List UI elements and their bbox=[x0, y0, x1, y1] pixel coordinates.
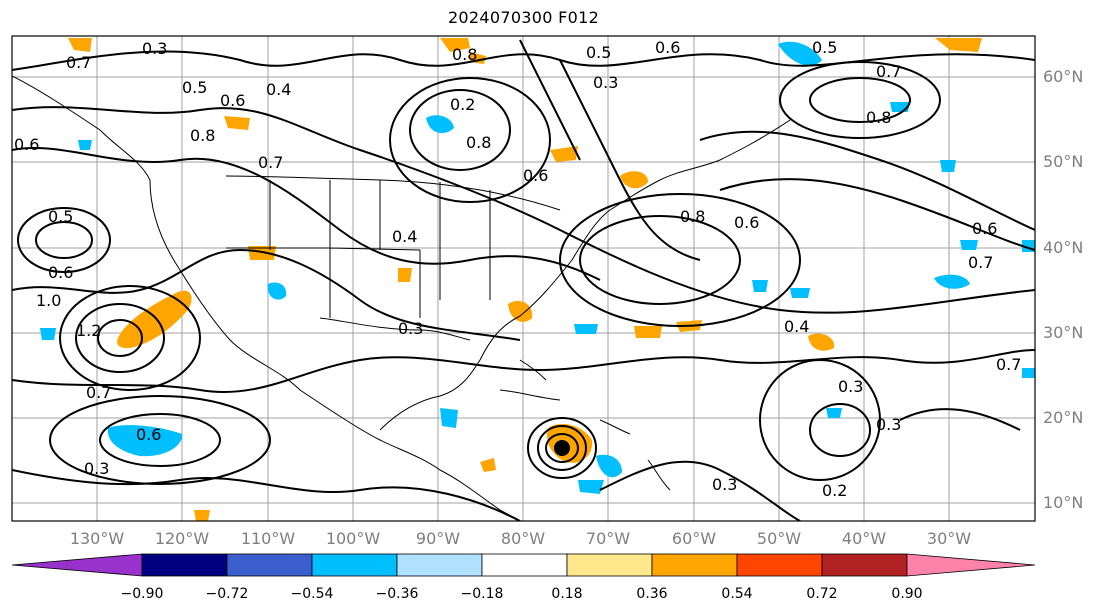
contour-label: 0.4 bbox=[266, 80, 291, 99]
longitude-label: 100°W bbox=[325, 529, 381, 548]
contour-label: 0.3 bbox=[876, 415, 901, 434]
colorbar-segment bbox=[821, 553, 908, 577]
latitude-label: 60°N bbox=[1043, 67, 1084, 86]
contour-label: 0.8 bbox=[190, 126, 215, 145]
contour-label: 0.7 bbox=[996, 355, 1021, 374]
contour-label: 0.6 bbox=[972, 219, 997, 238]
latitude-label: 50°N bbox=[1043, 152, 1084, 171]
colorbar-extend-low bbox=[11, 553, 143, 577]
colorbar-tick-label: −0.18 bbox=[460, 586, 504, 602]
contour-label: 0.6 bbox=[220, 91, 245, 110]
longitude-label: 90°W bbox=[415, 529, 461, 548]
longitude-label: 70°W bbox=[585, 529, 631, 548]
contour-label: 0.3 bbox=[142, 39, 167, 58]
contour-label: 0.7 bbox=[876, 62, 901, 81]
colorbar bbox=[11, 553, 1036, 577]
contour-label: 0.7 bbox=[66, 53, 91, 72]
contour-label: 0.5 bbox=[586, 43, 611, 62]
colorbar-segment bbox=[396, 553, 483, 577]
graticule bbox=[12, 36, 1035, 521]
contour-label: 0.5 bbox=[48, 207, 73, 226]
map-title: 2024070300 F012 bbox=[447, 8, 600, 27]
longitude-label: 110°W bbox=[240, 529, 296, 548]
colorbar-tick-label: −0.72 bbox=[205, 586, 249, 602]
contour-label: 0.6 bbox=[523, 166, 548, 185]
colorbar-segment bbox=[736, 553, 823, 577]
colorbar-tick-label: 0.90 bbox=[891, 586, 923, 602]
latitude-label: 20°N bbox=[1043, 408, 1084, 427]
colorbar-tick-label: −0.36 bbox=[375, 586, 419, 602]
contour-label: 0.7 bbox=[86, 383, 111, 402]
map-frame bbox=[11, 35, 1036, 522]
storm-center-marker bbox=[554, 440, 570, 456]
contour-label: 0.8 bbox=[466, 133, 491, 152]
colorbar-tick-label: 0.18 bbox=[551, 586, 583, 602]
longitude-label: 60°W bbox=[671, 529, 717, 548]
latitude-label: 30°N bbox=[1043, 323, 1084, 342]
colorbar-tick-label: 0.36 bbox=[636, 586, 668, 602]
contour-label: 0.2 bbox=[450, 95, 475, 114]
colorbar-segment bbox=[651, 553, 738, 577]
contour-label: 0.6 bbox=[136, 425, 161, 444]
contour-label: 0.6 bbox=[48, 263, 73, 282]
longitude-label: 120°W bbox=[154, 529, 210, 548]
contour-label: 0.3 bbox=[84, 459, 109, 478]
colorbar-segment bbox=[226, 553, 313, 577]
contour-label: 0.7 bbox=[258, 153, 283, 172]
contour-label: 0.4 bbox=[392, 227, 417, 246]
contour-label: 0.5 bbox=[182, 78, 207, 97]
contour-label: 0.2 bbox=[822, 481, 847, 500]
contour-label: 1.0 bbox=[36, 291, 61, 310]
colorbar-segment bbox=[566, 553, 653, 577]
colorbar-tick-label: 0.54 bbox=[721, 586, 753, 602]
contour-label: 0.3 bbox=[593, 73, 618, 92]
longitude-label: 30°W bbox=[926, 529, 972, 548]
contour-label: 0.8 bbox=[866, 108, 891, 127]
contour-label: 0.6 bbox=[655, 38, 680, 57]
colorbar-tick-label: −0.54 bbox=[290, 586, 334, 602]
latitude-label: 10°N bbox=[1043, 493, 1084, 512]
contour-label-group: 0.3 0.7 0.5 0.6 0.4 0.8 0.5 0.6 0.8 0.3 … bbox=[14, 38, 1021, 500]
contour-label: 0.8 bbox=[680, 207, 705, 226]
longitude-label: 80°W bbox=[500, 529, 546, 548]
colorbar-extend-high bbox=[906, 553, 1036, 577]
contour-label: 0.6 bbox=[734, 213, 759, 232]
longitude-label: 50°W bbox=[756, 529, 802, 548]
colorbar-segment bbox=[481, 553, 568, 577]
contour-label: 0.3 bbox=[712, 475, 737, 494]
contour-label: 0.4 bbox=[784, 317, 809, 336]
negative-fill-regions bbox=[40, 41, 1035, 494]
colorbar-tick-label: 0.72 bbox=[806, 586, 838, 602]
longitude-label: 130°W bbox=[69, 529, 125, 548]
contour-lines bbox=[12, 39, 1035, 521]
longitude-label: 40°W bbox=[841, 529, 887, 548]
colorbar-tick-label: −0.90 bbox=[120, 586, 164, 602]
colorbar-segment bbox=[311, 553, 398, 577]
contour-label: 0.3 bbox=[398, 319, 423, 338]
contour-label: 0.3 bbox=[838, 377, 863, 396]
latitude-label: 40°N bbox=[1043, 238, 1084, 257]
colorbar-segment bbox=[141, 553, 228, 577]
contour-label: 1.2 bbox=[76, 321, 101, 340]
contour-label: 0.6 bbox=[14, 135, 39, 154]
contour-label: 0.7 bbox=[968, 253, 993, 272]
contour-label: 0.8 bbox=[452, 45, 477, 64]
contour-label: 0.5 bbox=[812, 38, 837, 57]
